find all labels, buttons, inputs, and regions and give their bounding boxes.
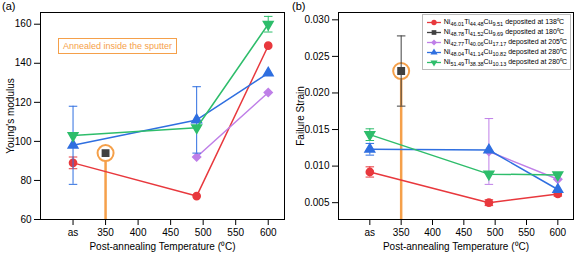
svg-text:0.030: 0.030 — [304, 14, 329, 25]
svg-text:550: 550 — [518, 227, 535, 238]
svg-text:350: 350 — [97, 227, 114, 238]
svg-text:60: 60 — [20, 214, 32, 225]
svg-text:160: 160 — [15, 18, 32, 29]
html-text:(b): (b) — [292, 0, 306, 12]
svg-text:Failure Strain: Failure Strain — [295, 86, 306, 145]
svg-text:500: 500 — [195, 227, 212, 238]
html-text:Ni48.78Ti41.52Cu9.69deposited: Ni48.78Ti41.52Cu9.69deposited at 180⁰C — [443, 28, 564, 37]
svg-text:0.025: 0.025 — [304, 51, 329, 62]
html-text:Ni51.49Ti38.38Cu10.13deposited: Ni51.49Ti38.38Cu10.13deposited at 280⁰C — [443, 58, 567, 67]
svg-text:Young's modulus: Young's modulus — [5, 78, 16, 153]
svg-text:100: 100 — [15, 136, 32, 147]
svg-text:120: 120 — [15, 97, 32, 108]
svg-text:450: 450 — [455, 227, 472, 238]
html-text:Annealed inside the sputter: Annealed inside the sputter — [63, 41, 173, 51]
svg-text:450: 450 — [162, 227, 179, 238]
html-text:Ni48.04Ti41.14Cu10.82deposited: Ni48.04Ti41.14Cu10.82deposited at 280⁰C — [443, 48, 567, 57]
svg-text:600: 600 — [549, 227, 566, 238]
svg-text:550: 550 — [227, 227, 244, 238]
svg-text:400: 400 — [130, 227, 147, 238]
svg-text:400: 400 — [424, 227, 441, 238]
svg-text:0.020: 0.020 — [304, 87, 329, 98]
svg-text:500: 500 — [487, 227, 504, 238]
svg-text:600: 600 — [260, 227, 277, 238]
html-text:Ni42.77Ti40.06Cu17.17deposited: Ni42.77Ti40.06Cu17.17deposited at 205⁰C — [443, 38, 567, 47]
svg-text:0.010: 0.010 — [304, 160, 329, 171]
html-text:Ni46.01Ti44.48Cu9.51deposited: Ni46.01Ti44.48Cu9.51deposited at 138⁰C — [443, 18, 564, 27]
svg-text:as: as — [68, 227, 79, 238]
svg-text:Post-annealing Temperature (⁰C: Post-annealing Temperature (⁰C) — [89, 241, 235, 252]
svg-text:as: as — [365, 227, 376, 238]
html-text:(a): (a) — [2, 0, 16, 12]
svg-text:140: 140 — [15, 57, 32, 68]
svg-text:350: 350 — [393, 227, 410, 238]
svg-text:80: 80 — [20, 175, 32, 186]
svg-text:0.015: 0.015 — [304, 124, 329, 135]
svg-text:Post-annealing Temperature (⁰C: Post-annealing Temperature (⁰C) — [383, 241, 529, 252]
svg-text:0.005: 0.005 — [304, 197, 329, 208]
